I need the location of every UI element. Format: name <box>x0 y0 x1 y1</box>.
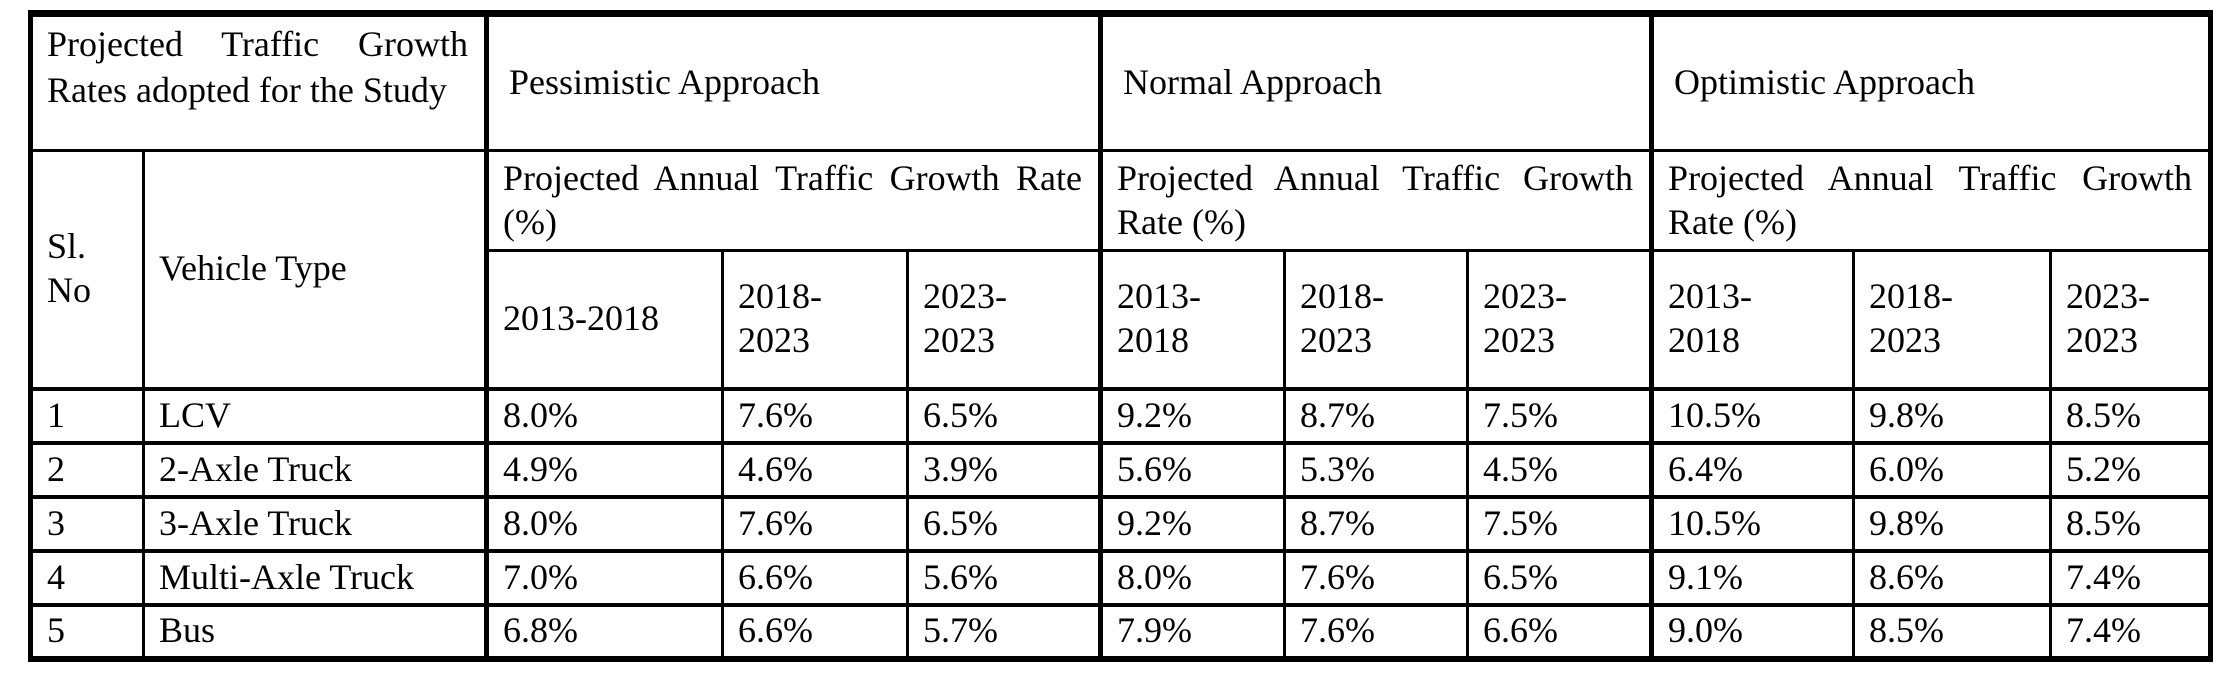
period-header-pessimistic-2: 2023- 2023 <box>906 249 1103 390</box>
sl-no-cell: 1 <box>29 386 145 445</box>
vehicle-type-header: Vehicle Type <box>141 149 489 390</box>
value-cell: 3.9% <box>906 440 1103 499</box>
sl-no-header: Sl. No <box>29 149 145 390</box>
rate-header-pessimistic: Projected Annual Traffic Growth Rate (%) <box>484 149 1103 252</box>
value-cell: 5.3% <box>1283 440 1470 499</box>
vehicle-type-cell: 2-Axle Truck <box>141 440 489 499</box>
value-cell: 8.5% <box>2049 494 2213 553</box>
value-cell: 7.4% <box>2049 548 2213 607</box>
table-row: 4 Multi-Axle Truck 7.0% 6.6% 5.6% 8.0% 7… <box>29 548 2213 607</box>
value-cell: 8.7% <box>1283 494 1470 553</box>
value-cell: 5.2% <box>2049 440 2213 499</box>
period-header-normal-0: 2013- 2018 <box>1098 249 1287 390</box>
period-header-optimistic-1: 2018- 2023 <box>1852 249 2053 390</box>
period-header-pessimistic-1: 2018- 2023 <box>721 249 910 390</box>
value-cell: 10.5% <box>1649 386 1856 445</box>
value-cell: 5.6% <box>1098 440 1287 499</box>
value-cell: 4.5% <box>1466 440 1654 499</box>
value-cell: 6.4% <box>1649 440 1856 499</box>
sl-no-cell: 3 <box>29 494 145 553</box>
value-cell: 7.6% <box>1283 548 1470 607</box>
value-cell: 9.8% <box>1852 386 2053 445</box>
value-cell: 9.2% <box>1098 386 1287 445</box>
value-cell: 4.9% <box>484 440 725 499</box>
value-cell: 5.7% <box>906 602 1103 661</box>
value-cell: 8.5% <box>1852 602 2053 661</box>
value-cell: 8.5% <box>2049 386 2213 445</box>
period-header-normal-2: 2023- 2023 <box>1466 249 1654 390</box>
value-cell: 7.0% <box>484 548 725 607</box>
vehicle-type-cell: 3-Axle Truck <box>141 494 489 553</box>
table-row: 3 3-Axle Truck 8.0% 7.6% 6.5% 9.2% 8.7% … <box>29 494 2213 553</box>
value-cell: 8.6% <box>1852 548 2053 607</box>
value-cell: 9.1% <box>1649 548 1856 607</box>
table-row: 2 2-Axle Truck 4.9% 4.6% 3.9% 5.6% 5.3% … <box>29 440 2213 499</box>
value-cell: 9.8% <box>1852 494 2053 553</box>
approach-header-pessimistic: Pessimistic Approach <box>484 12 1103 152</box>
vehicle-type-cell: Bus <box>141 602 489 661</box>
value-cell: 7.6% <box>721 386 910 445</box>
value-cell: 6.0% <box>1852 440 2053 499</box>
value-cell: 8.7% <box>1283 386 1470 445</box>
rate-header-optimistic: Projected Annual Traffic Growth Rate (%) <box>1649 149 2213 252</box>
rate-header-row: Sl. No Vehicle Type Projected Annual Tra… <box>29 149 2213 390</box>
value-cell: 6.8% <box>484 602 725 661</box>
period-header-row: 2013-2018 2018- 2023 2023- 2023 2013- 20… <box>31 249 2213 390</box>
sl-no-cell: 5 <box>29 602 145 661</box>
value-cell: 6.6% <box>721 602 910 661</box>
value-cell: 4.6% <box>721 440 910 499</box>
vehicle-type-cell: Multi-Axle Truck <box>141 548 489 607</box>
value-cell: 9.0% <box>1649 602 1856 661</box>
value-cell: 7.5% <box>1466 386 1654 445</box>
value-cell: 9.2% <box>1098 494 1287 553</box>
period-header-normal-1: 2018- 2023 <box>1283 249 1470 390</box>
value-cell: 8.0% <box>1098 548 1287 607</box>
value-cell: 6.6% <box>721 548 910 607</box>
rate-header-normal: Projected Annual Traffic Growth Rate (%) <box>1098 149 1654 252</box>
approach-header-normal: Normal Approach <box>1098 12 1654 152</box>
value-cell: 6.6% <box>1466 602 1654 661</box>
approach-header-row: Projected Traffic Growth Rates adopted f… <box>28 12 2213 152</box>
period-header-optimistic-0: 2013- 2018 <box>1649 249 1856 390</box>
vehicle-type-cell: LCV <box>141 386 489 445</box>
value-cell: 7.6% <box>1283 602 1470 661</box>
value-cell: 6.5% <box>906 386 1103 445</box>
value-cell: 10.5% <box>1649 494 1856 553</box>
value-cell: 6.5% <box>1466 548 1654 607</box>
value-cell: 7.4% <box>2049 602 2213 661</box>
table-row: 5 Bus 6.8% 6.6% 5.7% 7.9% 7.6% 6.6% 9.0%… <box>29 602 2213 661</box>
value-cell: 8.0% <box>484 386 725 445</box>
table-title-cell: Projected Traffic Growth Rates adopted f… <box>28 12 489 152</box>
sl-no-cell: 2 <box>29 440 145 499</box>
value-cell: 7.9% <box>1098 602 1287 661</box>
table-row: 1 LCV 8.0% 7.6% 6.5% 9.2% 8.7% 7.5% 10.5… <box>29 386 2213 445</box>
period-header-optimistic-2: 2023- 2023 <box>2049 249 2213 390</box>
value-cell: 5.6% <box>906 548 1103 607</box>
value-cell: 8.0% <box>484 494 725 553</box>
value-cell: 6.5% <box>906 494 1103 553</box>
approach-header-optimistic: Optimistic Approach <box>1649 12 2213 152</box>
period-header-pessimistic-0: 2013-2018 <box>484 249 725 390</box>
sl-no-cell: 4 <box>29 548 145 607</box>
value-cell: 7.5% <box>1466 494 1654 553</box>
value-cell: 7.6% <box>721 494 910 553</box>
traffic-growth-rates-table: Projected Traffic Growth Rates adopted f… <box>28 10 2214 662</box>
